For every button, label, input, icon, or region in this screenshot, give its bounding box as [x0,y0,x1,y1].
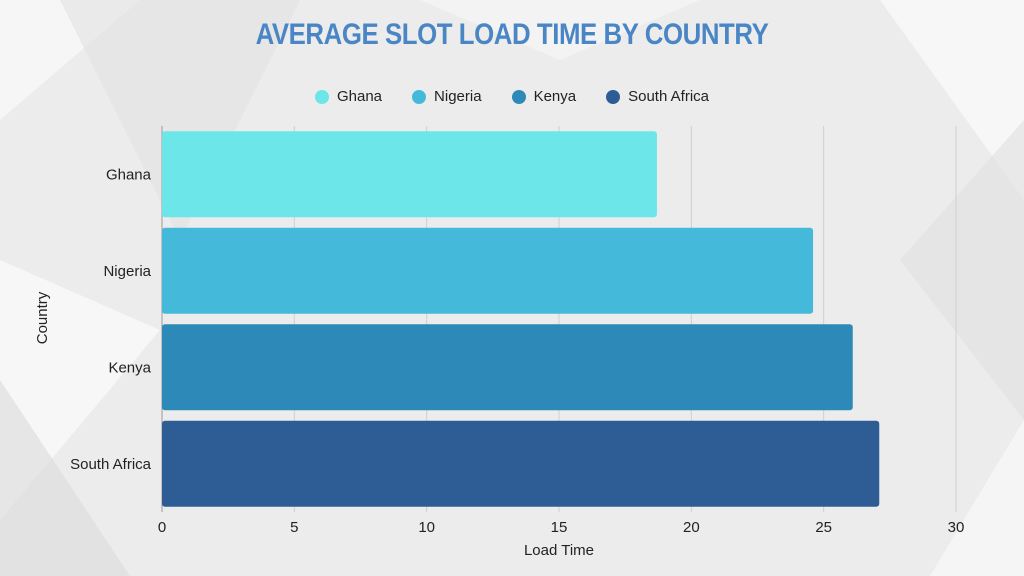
legend-label: Kenya [533,88,577,105]
bars [162,131,880,507]
x-tick-label: 20 [683,519,700,536]
legend-swatch [314,89,329,104]
legend-item-ghana: Ghana [314,88,383,105]
y-tick-label: Ghana [106,166,152,183]
x-tick-label: 10 [418,519,435,536]
y-tick-label: Kenya [108,359,151,376]
legend-item-south-africa: South Africa [606,88,709,105]
bar-ghana [162,131,657,218]
x-tick-labels: 0 5 10 15 20 25 30 [158,519,965,536]
legend-swatch [511,89,526,104]
legend: Ghana Nigeria Kenya South Africa [0,88,1024,105]
legend-item-kenya: Kenya [511,88,577,105]
x-tick-label: 25 [815,519,832,536]
bar-nigeria [162,227,814,314]
x-tick-label: 15 [551,519,568,536]
legend-swatch [412,89,427,104]
x-axis-label: Load Time [524,542,594,559]
y-tick-labels: Ghana Nigeria Kenya South Africa [70,166,152,473]
x-tick-label: 30 [948,519,965,536]
y-tick-label: South Africa [70,456,152,473]
legend-item-nigeria: Nigeria [412,88,482,105]
legend-label: South Africa [628,88,709,105]
x-tick-label: 0 [158,519,166,536]
x-tick-label: 5 [290,519,298,536]
bar-kenya [162,324,853,411]
chart-title: AVERAGE SLOT LOAD TIME BY COUNTRY [255,18,769,51]
legend-label: Nigeria [434,88,482,105]
bar-south-africa [162,420,880,507]
legend-label: Ghana [336,88,383,105]
y-tick-label: Nigeria [103,263,151,280]
y-axis-label: Country [34,291,51,344]
legend-swatch [606,89,621,104]
